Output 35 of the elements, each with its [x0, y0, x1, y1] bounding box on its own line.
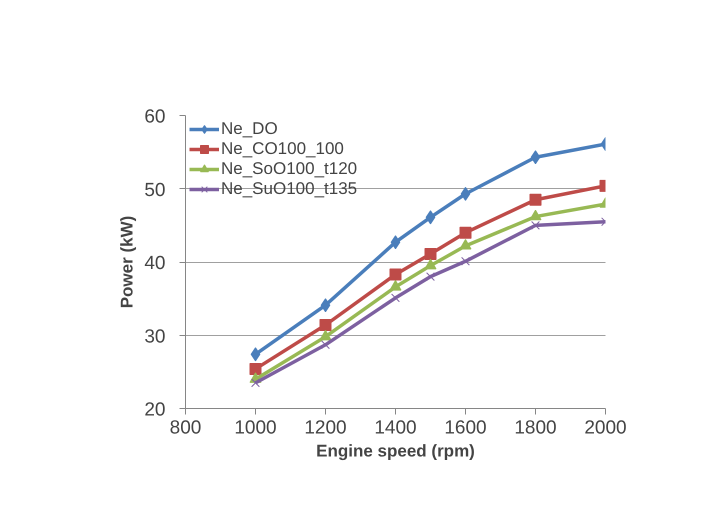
- point: [461, 256, 470, 266]
- point: [426, 272, 435, 282]
- point: [424, 248, 436, 260]
- x-tick-label: 1200: [304, 418, 347, 438]
- legend-label: Ne_SoO100_t120: [221, 159, 358, 179]
- legend-label: Ne_CO100_100: [221, 139, 344, 159]
- point: [460, 226, 472, 239]
- x-tick-label: 1600: [444, 418, 487, 438]
- point: [391, 294, 400, 302]
- point: [530, 194, 542, 206]
- point: [530, 210, 542, 220]
- x-tick-label: 1400: [374, 418, 417, 438]
- point: [320, 330, 332, 340]
- point: [424, 258, 436, 270]
- point: [321, 340, 330, 350]
- y-tick-label: 40: [144, 253, 166, 274]
- x-axis-title: Engine speed (rpm): [316, 442, 475, 460]
- point: [390, 268, 402, 280]
- y-axis-title: Power (kW): [117, 216, 136, 308]
- point: [390, 280, 402, 291]
- y-tick-label: 20: [144, 400, 166, 420]
- point: [531, 220, 540, 230]
- y-tick-label: 50: [144, 180, 166, 201]
- legend-label: Ne_DO: [221, 119, 278, 139]
- x-tick-label: 2000: [584, 418, 627, 438]
- point: [250, 362, 262, 375]
- x-tick-label: 800: [170, 418, 202, 438]
- point: [320, 318, 332, 331]
- point: [460, 239, 472, 250]
- x-tick-label: 1000: [234, 418, 277, 438]
- point: [251, 378, 260, 388]
- y-tick-label: 30: [144, 326, 166, 348]
- x-tick-label: 1800: [514, 418, 557, 438]
- legend-label: Ne_SuO100_t135: [221, 179, 358, 199]
- y-tick-label: 60: [144, 106, 166, 128]
